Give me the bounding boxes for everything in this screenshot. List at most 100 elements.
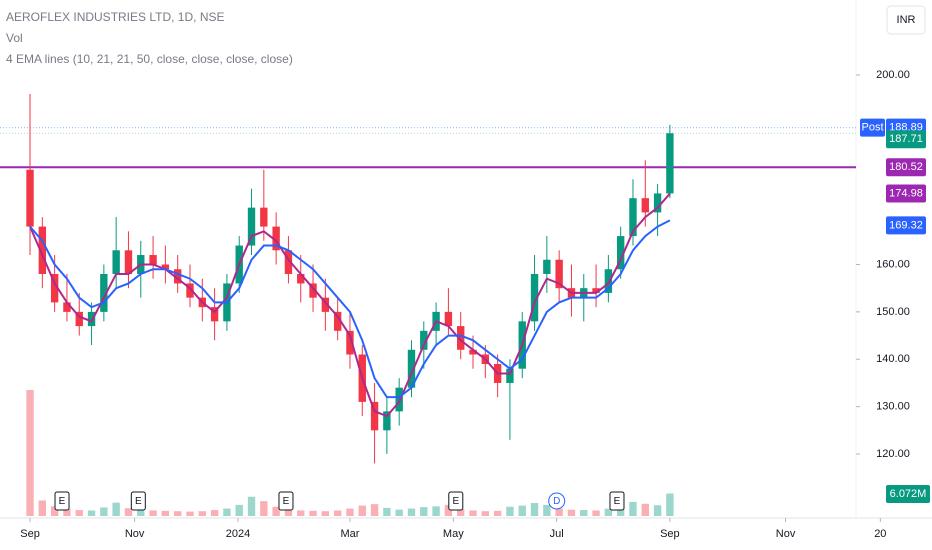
- candle-body: [407, 349, 416, 388]
- volume-bar: [247, 496, 256, 516]
- candle-body: [309, 283, 317, 298]
- volume-bar: [580, 510, 588, 516]
- candle-body: [186, 283, 194, 298]
- x-tick-label: Mar: [340, 528, 359, 540]
- volume-bar: [161, 510, 170, 516]
- volume-bar: [149, 510, 157, 516]
- candle-body: [272, 226, 280, 251]
- y-tick-label: 130.00: [876, 401, 910, 413]
- candle-body: [260, 207, 268, 227]
- volume-bar: [666, 493, 674, 516]
- candle-body: [321, 297, 330, 312]
- x-tick-label: Nov: [125, 528, 145, 540]
- ema-price-bg: [886, 184, 926, 203]
- hline-price: 180.52: [889, 161, 923, 173]
- candle-body: [50, 273, 59, 303]
- event-marker: [609, 491, 625, 511]
- last-price: 187.71: [889, 133, 923, 145]
- ema-price: 169.32: [889, 219, 923, 231]
- x-tick-label: May: [443, 528, 464, 540]
- volume-bar: [26, 390, 34, 516]
- volume-bar: [210, 510, 219, 516]
- volume-bar: [173, 511, 182, 516]
- y-tick-label: 150.00: [876, 306, 910, 318]
- volume-bar: [395, 509, 403, 516]
- candle-body: [112, 250, 120, 274]
- candle-body: [210, 307, 219, 322]
- candle-body: [666, 133, 674, 194]
- candle-body: [173, 269, 182, 284]
- y-tick-label: 160.00: [876, 258, 910, 270]
- volume-bar: [592, 510, 600, 516]
- ema-price: 174.98: [889, 187, 923, 199]
- event-label: D: [553, 496, 560, 507]
- y-tick-label: 200.00: [876, 69, 910, 81]
- volume-bar: [297, 510, 305, 516]
- ema-line: [29, 192, 671, 418]
- candle-body: [87, 311, 96, 327]
- candle-body: [604, 269, 613, 293]
- volume-bar: [420, 507, 428, 516]
- volume-bar: [235, 504, 243, 516]
- x-tick-label: 20: [874, 528, 886, 540]
- x-tick-label: Jul: [550, 528, 564, 540]
- volume-bar: [530, 503, 539, 516]
- candle-body: [592, 288, 600, 293]
- volume-title: Vol: [6, 31, 23, 45]
- candle-body: [346, 330, 354, 355]
- volume-bar: [63, 508, 71, 516]
- volume-bar: [604, 508, 613, 516]
- volume-bar: [38, 500, 47, 516]
- volume-bar: [432, 506, 440, 516]
- candle-body: [457, 326, 465, 350]
- candle-body: [26, 169, 34, 227]
- volume-bar: [333, 510, 342, 516]
- volume-bar: [272, 506, 280, 516]
- volume-bar: [284, 508, 293, 516]
- x-tick-label: Sep: [20, 528, 40, 540]
- volume-bar: [186, 511, 194, 516]
- event-marker: [278, 491, 294, 511]
- volume-bar: [444, 504, 453, 516]
- volume-bar: [309, 510, 317, 516]
- x-tick-label: Sep: [660, 528, 680, 540]
- volume-bar: [370, 504, 379, 516]
- ema-price-bg: [886, 216, 926, 235]
- candle-body: [629, 198, 637, 237]
- candle-body: [543, 259, 551, 274]
- candle-body: [38, 226, 47, 274]
- x-tick-label: 2024: [226, 528, 250, 540]
- volume-bar: [457, 508, 465, 516]
- volume-bar: [87, 510, 96, 516]
- candle-body: [383, 411, 391, 431]
- ema-line: [29, 219, 671, 399]
- candle-body: [297, 273, 305, 284]
- volume-bar: [567, 509, 576, 516]
- volume-bar: [469, 510, 477, 516]
- candle-body: [370, 401, 379, 431]
- volume-bar: [124, 508, 133, 516]
- event-label: E: [135, 496, 142, 507]
- volume-bar: [198, 511, 206, 516]
- currency-button[interactable]: [886, 5, 926, 35]
- volume-bar: [223, 508, 231, 516]
- event-marker: [448, 491, 464, 511]
- volume-bar: [493, 510, 502, 516]
- candle-body: [149, 255, 157, 265]
- volume-bar: [346, 508, 354, 516]
- post-label-bg: [860, 118, 885, 137]
- y-tick-label: 140.00: [876, 353, 910, 365]
- candle-body: [506, 368, 514, 383]
- volume-bar: [641, 503, 649, 516]
- currency-label[interactable]: INR: [897, 14, 916, 26]
- volume-bar: [321, 511, 330, 516]
- volume-bar: [506, 506, 514, 516]
- event-label: E: [59, 496, 66, 507]
- chart-title: AEROFLEX INDUSTRIES LTD, 1D, NSE: [6, 10, 225, 24]
- candle-body: [444, 311, 453, 327]
- event-marker: [548, 492, 566, 510]
- volume-bar: [629, 501, 637, 516]
